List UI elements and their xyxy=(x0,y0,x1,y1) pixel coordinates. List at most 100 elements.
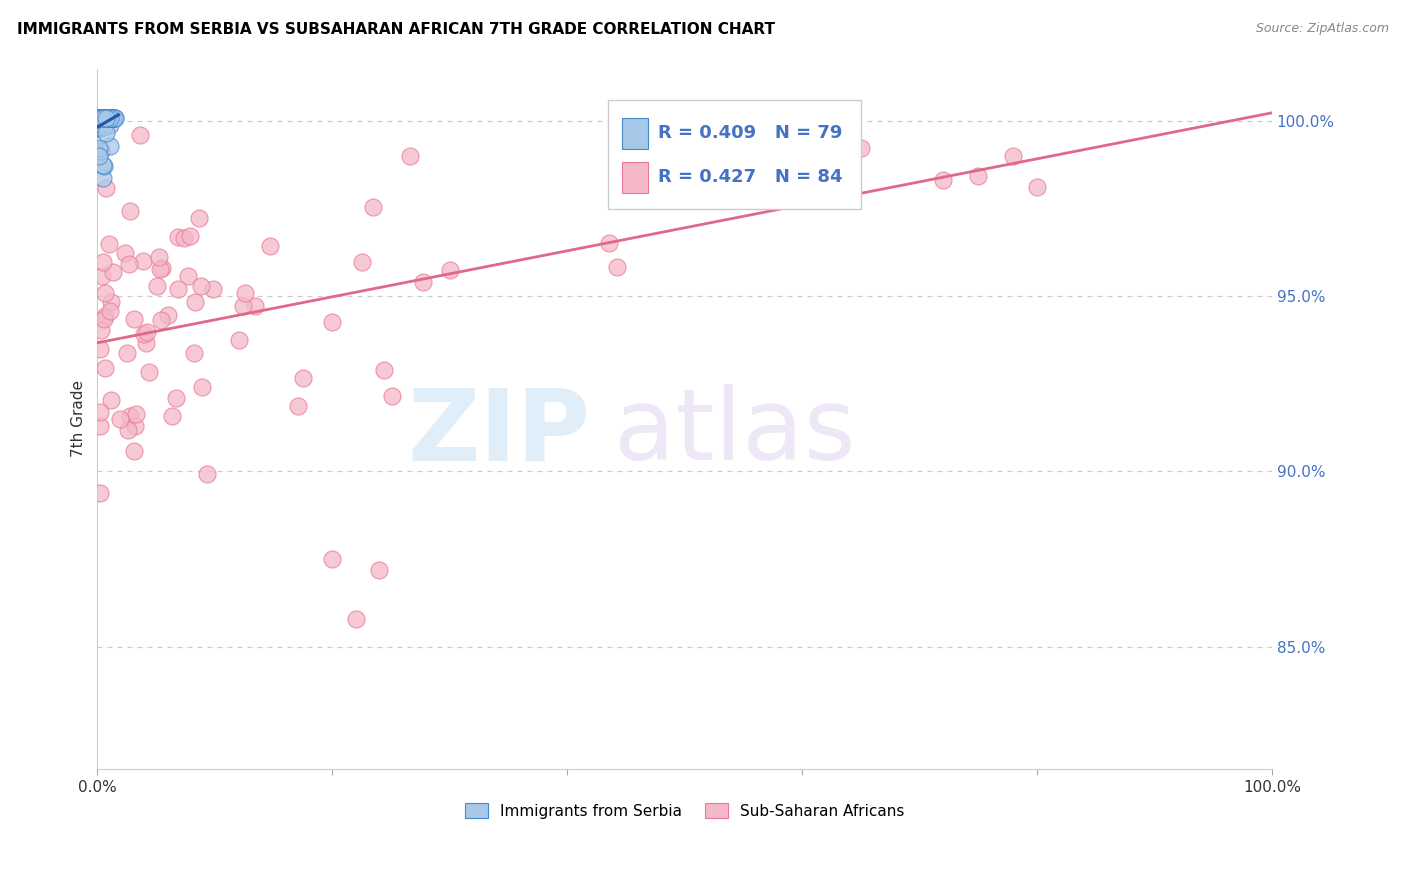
Point xyxy=(149,312,172,326)
Point xyxy=(136,325,159,339)
Point xyxy=(87,149,110,163)
Point xyxy=(98,139,121,153)
Point xyxy=(100,118,122,132)
Point xyxy=(98,111,121,125)
Point xyxy=(94,181,117,195)
Point xyxy=(124,419,146,434)
Point xyxy=(87,121,110,136)
Point xyxy=(94,111,117,125)
Point xyxy=(93,120,115,135)
Point xyxy=(101,111,124,125)
Point xyxy=(165,391,187,405)
Point xyxy=(125,407,148,421)
Point xyxy=(90,120,112,134)
Point xyxy=(187,211,209,225)
Point xyxy=(91,158,114,172)
Point xyxy=(91,269,114,284)
Point xyxy=(184,295,207,310)
Point xyxy=(381,389,404,403)
Point xyxy=(148,251,170,265)
Point xyxy=(90,111,112,125)
Point xyxy=(103,111,125,125)
Point xyxy=(129,128,152,142)
Point xyxy=(89,342,111,356)
Point xyxy=(91,111,114,125)
Point xyxy=(87,111,110,125)
Point xyxy=(103,265,125,279)
Point xyxy=(91,170,114,185)
Point xyxy=(190,278,212,293)
Point xyxy=(93,111,115,125)
Point xyxy=(94,111,117,125)
Point xyxy=(97,111,120,125)
Point xyxy=(118,257,141,271)
Point xyxy=(96,111,118,125)
Point xyxy=(104,111,127,125)
Point xyxy=(93,111,115,125)
Point xyxy=(157,308,180,322)
Text: Source: ZipAtlas.com: Source: ZipAtlas.com xyxy=(1256,22,1389,36)
Point xyxy=(94,111,117,125)
Point xyxy=(94,310,117,324)
Point xyxy=(87,112,110,126)
Bar xyxy=(623,161,648,194)
Text: R = 0.409   N = 79: R = 0.409 N = 79 xyxy=(658,124,842,142)
Point xyxy=(90,111,112,125)
Point xyxy=(98,111,121,125)
Point xyxy=(259,238,281,252)
Point xyxy=(87,120,110,134)
Point xyxy=(100,393,122,408)
Point xyxy=(87,111,110,125)
Point xyxy=(292,371,315,385)
Point xyxy=(89,111,111,125)
Point xyxy=(243,299,266,313)
Point xyxy=(93,111,115,125)
Point xyxy=(100,295,122,310)
Point xyxy=(167,282,190,296)
Point xyxy=(89,111,111,125)
Point xyxy=(87,111,110,125)
Point xyxy=(439,262,461,277)
Point xyxy=(1026,180,1049,194)
Point xyxy=(145,279,167,293)
Point xyxy=(132,254,155,268)
Point xyxy=(598,235,620,250)
Point xyxy=(98,111,121,125)
Point xyxy=(148,262,170,277)
Point xyxy=(232,300,254,314)
Point xyxy=(87,141,110,155)
Point xyxy=(91,255,114,269)
Point xyxy=(93,111,115,125)
Point xyxy=(94,285,117,300)
Point xyxy=(97,111,120,125)
Point xyxy=(89,121,111,136)
Point xyxy=(849,140,872,154)
Point xyxy=(94,111,117,125)
Point xyxy=(94,111,117,125)
Point xyxy=(87,111,110,125)
Point xyxy=(134,327,156,342)
Point xyxy=(90,111,112,125)
Point xyxy=(361,200,384,214)
Point xyxy=(135,335,157,350)
Point xyxy=(93,159,115,173)
Point xyxy=(398,149,420,163)
Point xyxy=(94,111,117,125)
Point xyxy=(96,126,118,140)
Bar xyxy=(623,118,648,149)
Point xyxy=(91,111,114,125)
Y-axis label: 7th Grade: 7th Grade xyxy=(72,380,86,458)
Point xyxy=(827,120,849,135)
Point xyxy=(287,399,309,413)
Point xyxy=(91,111,114,125)
Point xyxy=(98,111,121,125)
Point xyxy=(932,173,955,187)
Point xyxy=(606,260,628,275)
Point xyxy=(609,144,631,158)
Legend: Immigrants from Serbia, Sub-Saharan Africans: Immigrants from Serbia, Sub-Saharan Afri… xyxy=(458,797,911,825)
Point xyxy=(118,204,141,219)
Point xyxy=(98,111,121,125)
Point xyxy=(183,345,205,359)
Point xyxy=(344,612,367,626)
Point xyxy=(90,111,112,125)
